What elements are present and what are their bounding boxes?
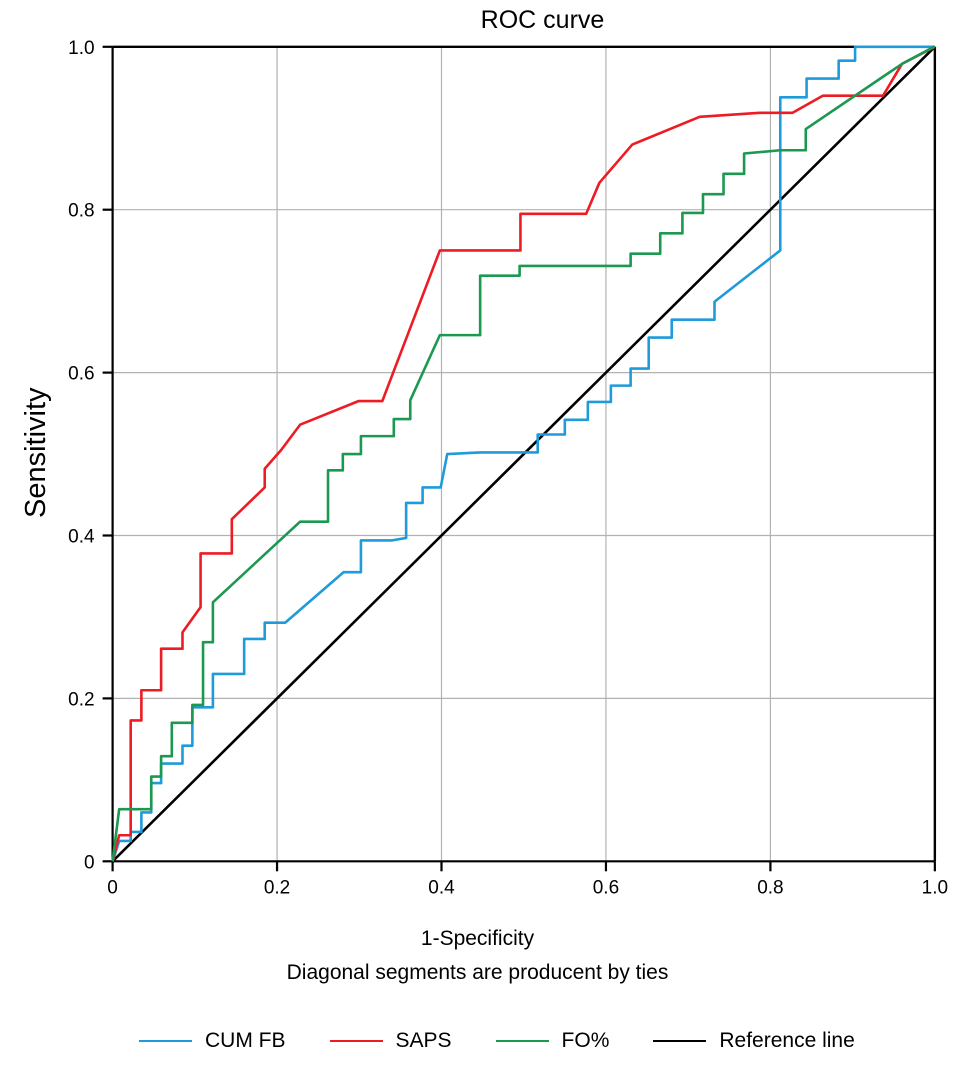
svg-text:0.4: 0.4 <box>68 527 95 548</box>
svg-text:0.6: 0.6 <box>68 364 94 385</box>
svg-text:0.2: 0.2 <box>68 689 94 710</box>
svg-text:0.8: 0.8 <box>757 877 783 898</box>
svg-text:0: 0 <box>84 852 95 873</box>
svg-text:0.4: 0.4 <box>428 877 455 898</box>
svg-text:0.8: 0.8 <box>68 201 94 222</box>
svg-text:0.6: 0.6 <box>593 877 619 898</box>
svg-text:1.0: 1.0 <box>68 38 94 59</box>
svg-text:0.2: 0.2 <box>264 877 290 898</box>
svg-text:0: 0 <box>107 877 118 898</box>
svg-text:1.0: 1.0 <box>922 877 948 898</box>
